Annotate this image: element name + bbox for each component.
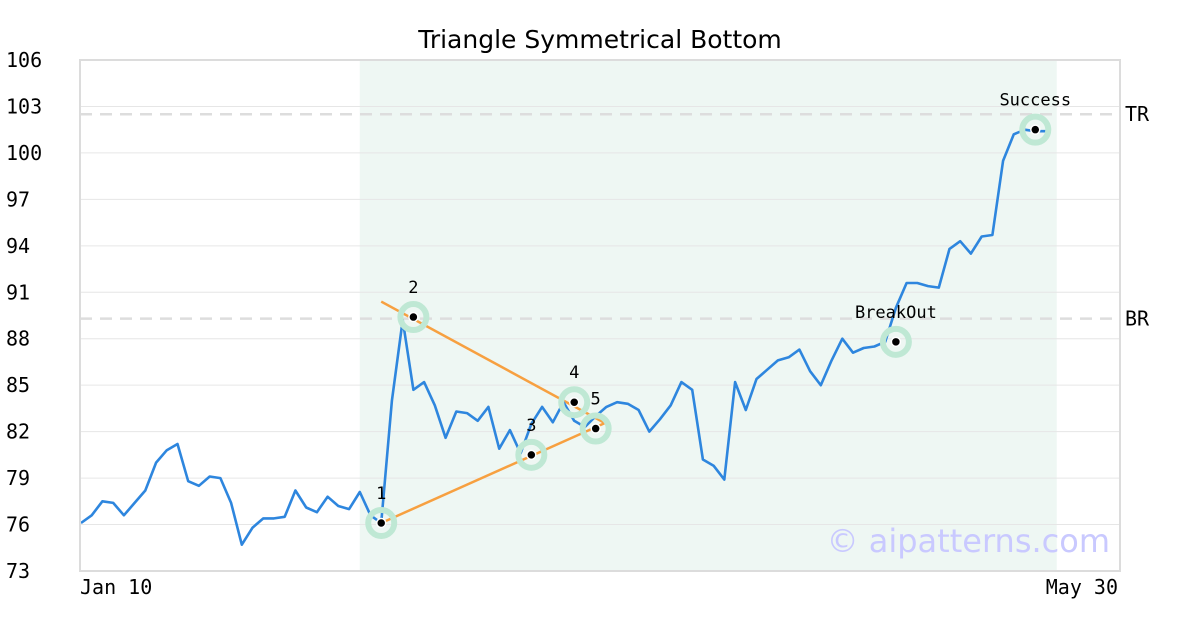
point-label-1: 1 [376,484,386,504]
y-tick-label: 88 [6,327,30,351]
point-halo-4 [558,386,591,419]
level-label-tr: TR [1125,102,1150,126]
x-tick-end: May 30 [1046,575,1118,599]
pattern-period-shade [359,60,1057,571]
point-marker-2 [408,311,419,323]
point-label-breakout: BreakOut [855,303,937,323]
point-marker-breakout [890,336,902,348]
annotations: 1 2 3 45 BreakOut Success [365,91,1071,539]
point-marker-1 [375,517,387,529]
point-halo-1 [365,506,398,539]
point-marker-3 [526,449,537,461]
point-label-3: 3 [526,416,536,436]
watermark: © aipatterns.com [827,522,1110,560]
trend-lines [380,300,607,525]
point-halo-2 [397,301,430,334]
y-tick-label: 94 [6,234,30,258]
y-tick-label: 103 [6,94,42,118]
y-tick-label: 85 [6,373,30,397]
chart-title: Triangle Symmetrical Bottom [417,25,782,54]
y-tick-label: 73 [6,559,30,583]
point-label-5: 5 [591,390,601,410]
level-label-br: BR [1125,307,1150,331]
y-tick-label: 100 [6,141,42,165]
point-marker-success [1030,124,1041,135]
y-tick-label: 91 [6,280,30,304]
trend-line-1 [380,421,607,525]
trend-line-2 [380,300,607,425]
plot-frame [79,59,1121,572]
level-lines: TR BR [80,102,1150,331]
point-halo-success [1019,113,1052,146]
x-tick-start: Jan 10 [80,575,152,599]
point-label-success: Success [999,91,1071,111]
y-axis: 73 76 79 82 85 88 91 94 97 100 103 106 [6,48,42,583]
point-halo-3 [515,438,548,471]
point-halo-breakout [879,325,912,358]
point-label-2: 2 [408,278,418,298]
y-tick-label: 76 [6,513,30,537]
point-marker-4 [568,396,580,408]
y-tick-label: 79 [6,466,30,490]
y-tick-label: 82 [6,420,30,444]
point-marker-5 [590,423,601,434]
grid [80,105,1120,526]
y-tick-label: 106 [6,48,42,72]
point-halo-5 [579,412,612,445]
y-tick-label: 97 [6,187,30,211]
point-label-4: 4 [569,363,579,383]
